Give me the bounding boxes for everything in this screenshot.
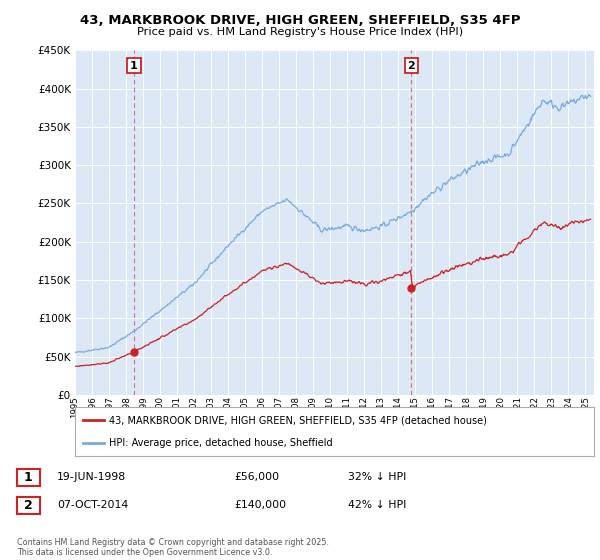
Text: 1: 1 [130, 60, 138, 71]
Text: Contains HM Land Registry data © Crown copyright and database right 2025.
This d: Contains HM Land Registry data © Crown c… [17, 538, 329, 557]
Text: Price paid vs. HM Land Registry's House Price Index (HPI): Price paid vs. HM Land Registry's House … [137, 27, 463, 37]
Text: 43, MARKBROOK DRIVE, HIGH GREEN, SHEFFIELD, S35 4FP: 43, MARKBROOK DRIVE, HIGH GREEN, SHEFFIE… [80, 14, 520, 27]
Text: 19-JUN-1998: 19-JUN-1998 [57, 472, 126, 482]
Text: 1: 1 [24, 470, 32, 484]
Text: 32% ↓ HPI: 32% ↓ HPI [348, 472, 406, 482]
Text: 43, MARKBROOK DRIVE, HIGH GREEN, SHEFFIELD, S35 4FP (detached house): 43, MARKBROOK DRIVE, HIGH GREEN, SHEFFIE… [109, 416, 487, 426]
Text: 2: 2 [407, 60, 415, 71]
Text: 42% ↓ HPI: 42% ↓ HPI [348, 500, 406, 510]
Text: 2: 2 [24, 498, 32, 512]
Text: £56,000: £56,000 [234, 472, 279, 482]
Text: £140,000: £140,000 [234, 500, 286, 510]
Text: 07-OCT-2014: 07-OCT-2014 [57, 500, 128, 510]
Text: HPI: Average price, detached house, Sheffield: HPI: Average price, detached house, Shef… [109, 438, 332, 448]
